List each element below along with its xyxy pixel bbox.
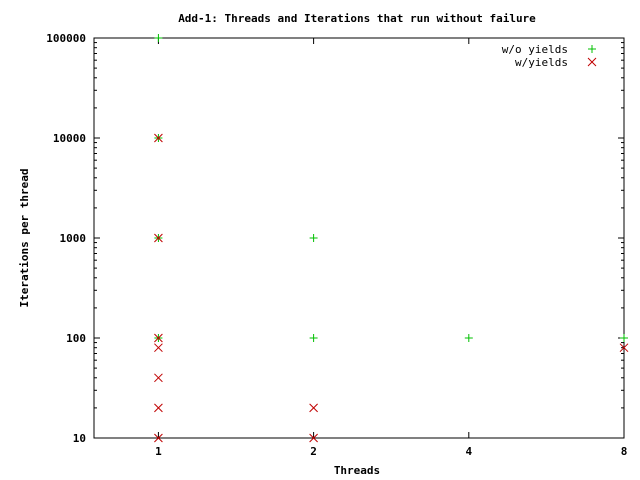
legend-label: w/yields [515,56,568,69]
y-tick-label: 10000 [53,132,86,145]
data-point [154,233,163,243]
y-tick-label: 100 [66,332,86,345]
x-tick-label: 1 [155,445,162,458]
legend-label: w/o yields [502,43,568,56]
data-point [154,34,163,42]
data-point [309,234,318,242]
data-point [464,334,473,342]
y-axis-label: Iterations per thread [18,168,31,307]
data-point [620,334,628,342]
data-point [619,343,629,353]
y-tick-label: 10 [73,432,86,445]
data-point [309,334,318,342]
chart-title: Add-1: Threads and Iterations that run w… [178,12,536,25]
data-point [154,373,163,383]
data-point [154,433,163,443]
x-tick-label: 2 [310,445,317,458]
x-tick-label: 8 [621,445,628,458]
legend-marker [588,45,596,53]
legend-marker [587,57,597,67]
data-point [309,403,318,413]
x-axis-label: Threads [334,464,380,477]
y-tick-label: 100000 [46,32,86,45]
axis-ticks: 1 2 4 8 10 100 1000 10000 100000 [46,32,627,458]
data-point [154,343,163,353]
data-points [154,34,629,443]
data-point [154,403,163,413]
x-tick-label: 4 [465,445,472,458]
plot-frame [93,37,625,439]
data-point [309,433,318,443]
data-point [154,133,163,143]
data-point [154,333,163,343]
y-tick-label: 1000 [60,232,87,245]
